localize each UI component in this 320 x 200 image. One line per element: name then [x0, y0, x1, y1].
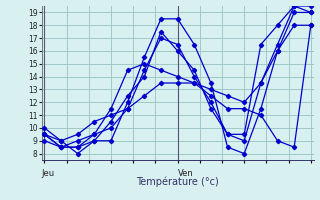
X-axis label: Température (°c): Température (°c)	[136, 177, 219, 187]
Text: Jeu: Jeu	[42, 169, 55, 178]
Text: Ven: Ven	[178, 169, 193, 178]
